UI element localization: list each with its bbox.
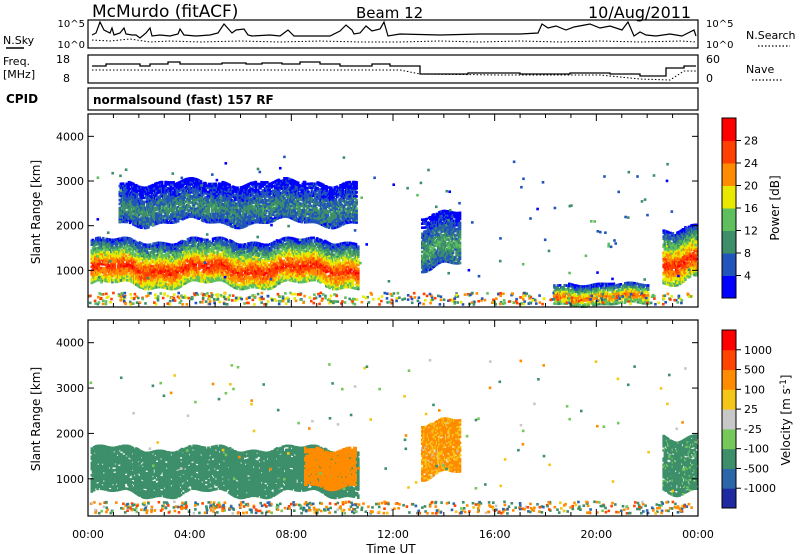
data-cell bbox=[176, 200, 179, 203]
nsky-label: N.Sky bbox=[3, 34, 35, 47]
data-cell bbox=[184, 264, 187, 267]
data-cell bbox=[357, 260, 360, 263]
nave-trace bbox=[92, 70, 696, 80]
data-cell bbox=[156, 182, 159, 185]
data-cell bbox=[227, 244, 230, 247]
data-cell bbox=[105, 274, 108, 277]
data-cell bbox=[219, 279, 222, 282]
data-cell bbox=[126, 249, 129, 252]
data-cell bbox=[141, 243, 144, 246]
data-cell bbox=[135, 267, 138, 270]
nsky-tick-low: 10^0 bbox=[58, 40, 85, 51]
data-cell bbox=[323, 247, 326, 250]
data-cell bbox=[150, 251, 153, 254]
freq-label: Freq. bbox=[3, 55, 30, 68]
data-cell bbox=[259, 243, 262, 246]
station-title: McMurdo (fitACF) bbox=[92, 2, 238, 22]
data-cell bbox=[122, 182, 125, 185]
data-cell bbox=[355, 243, 358, 246]
data-cell bbox=[327, 278, 330, 281]
data-cell bbox=[173, 215, 176, 218]
nsearch-label: N.Search bbox=[746, 29, 796, 42]
power-data-layer bbox=[88, 156, 698, 308]
nsearch-tick-high: 10^5 bbox=[706, 19, 733, 30]
data-cell bbox=[291, 277, 294, 280]
data-cell bbox=[112, 279, 115, 282]
data-cell bbox=[137, 193, 140, 196]
data-cell bbox=[230, 274, 233, 277]
nsearch-trace bbox=[92, 39, 696, 42]
beam-title: Beam 12 bbox=[356, 4, 423, 22]
data-cell bbox=[132, 183, 135, 186]
nsky-trace bbox=[92, 22, 696, 38]
data-cell bbox=[200, 238, 203, 241]
data-cell bbox=[156, 192, 159, 195]
nsearch-tick-low: 10^0 bbox=[706, 40, 733, 51]
data-cell bbox=[267, 244, 270, 247]
cpid-panel: CPID normalsound (fast) 157 RF bbox=[6, 88, 698, 110]
data-cell bbox=[140, 246, 143, 249]
nave-tick-high: 60 bbox=[706, 53, 720, 66]
data-cell bbox=[315, 247, 318, 250]
data-cell bbox=[127, 273, 130, 276]
data-cell bbox=[324, 274, 327, 277]
data-cell bbox=[161, 181, 164, 184]
data-cell bbox=[93, 240, 96, 243]
data-cell bbox=[222, 273, 225, 276]
date-title: 10/Aug/2011 bbox=[588, 3, 691, 22]
freq-tick-low: 8 bbox=[63, 72, 70, 85]
data-cell bbox=[197, 237, 200, 240]
data-cell bbox=[357, 246, 360, 249]
cpid-value: normalsound (fast) 157 RF bbox=[93, 93, 274, 107]
data-cell bbox=[357, 268, 360, 271]
data-cell bbox=[236, 283, 239, 286]
freq-tick-high: 18 bbox=[56, 53, 70, 66]
data-cell bbox=[242, 274, 245, 277]
data-cell bbox=[226, 239, 229, 242]
nsky-panel: N.Sky 10^5 10^0 10^5 10^0 N.Search bbox=[3, 19, 796, 51]
data-cell bbox=[131, 238, 134, 241]
data-cell bbox=[170, 181, 173, 184]
freq-unit: [MHz] bbox=[3, 68, 35, 81]
freq-panel: Freq. [MHz] 18 8 60 0 Nave bbox=[3, 53, 782, 85]
data-cell bbox=[177, 220, 180, 223]
data-cell bbox=[276, 255, 279, 258]
data-cell bbox=[211, 242, 214, 245]
nsky-tick-high: 10^5 bbox=[58, 19, 85, 30]
data-cell bbox=[311, 243, 314, 246]
data-cell bbox=[159, 242, 162, 245]
data-cell bbox=[213, 251, 216, 254]
nave-tick-low: 0 bbox=[706, 72, 713, 85]
data-cell bbox=[351, 258, 354, 261]
freq-trace bbox=[92, 62, 696, 76]
data-cell bbox=[294, 238, 297, 241]
data-cell bbox=[234, 268, 237, 271]
data-cell bbox=[199, 272, 202, 275]
nave-label: Nave bbox=[746, 63, 774, 76]
data-cell bbox=[123, 263, 126, 266]
cpid-label: CPID bbox=[6, 92, 38, 106]
